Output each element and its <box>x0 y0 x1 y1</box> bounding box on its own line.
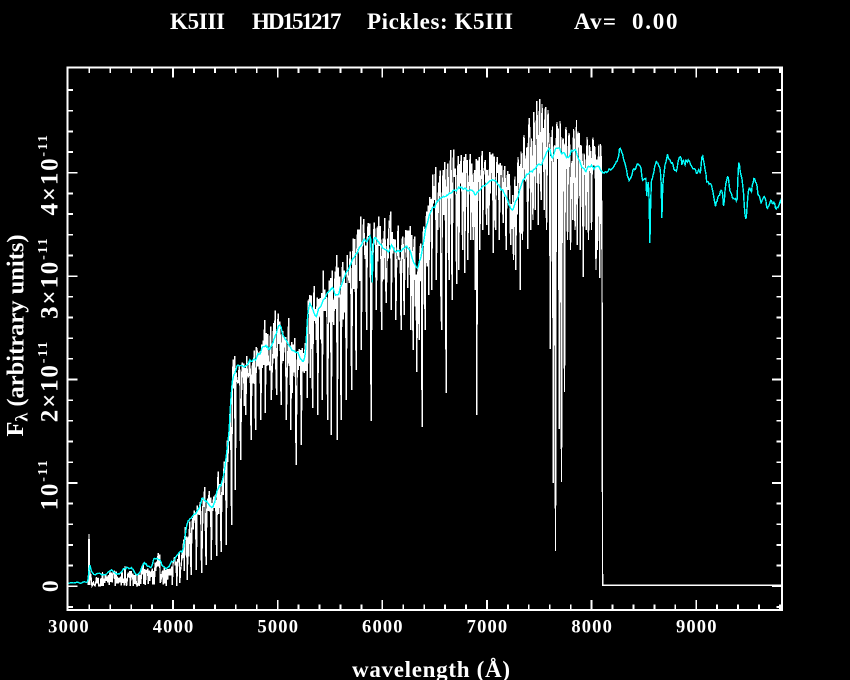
svg-text:5000: 5000 <box>257 618 298 638</box>
svg-text:3000: 3000 <box>48 618 89 638</box>
svg-text:0.00: 0.00 <box>632 9 678 34</box>
svg-text:4000: 4000 <box>153 618 194 638</box>
svg-text:wavelength (Å): wavelength (Å) <box>352 657 510 680</box>
svg-text:9000: 9000 <box>676 618 717 638</box>
svg-text:8000: 8000 <box>571 618 612 638</box>
svg-text:HD151217: HD151217 <box>252 9 342 34</box>
svg-text:Av=: Av= <box>574 9 616 34</box>
svg-text:7000: 7000 <box>467 618 508 638</box>
svg-text:Fλ (arbitrary units): Fλ (arbitrary units) <box>2 234 32 436</box>
svg-text:6000: 6000 <box>362 618 403 638</box>
svg-text:K5III: K5III <box>170 9 225 34</box>
svg-text:Pickles: K5III: Pickles: K5III <box>367 9 513 34</box>
svg-text:0: 0 <box>38 580 64 592</box>
